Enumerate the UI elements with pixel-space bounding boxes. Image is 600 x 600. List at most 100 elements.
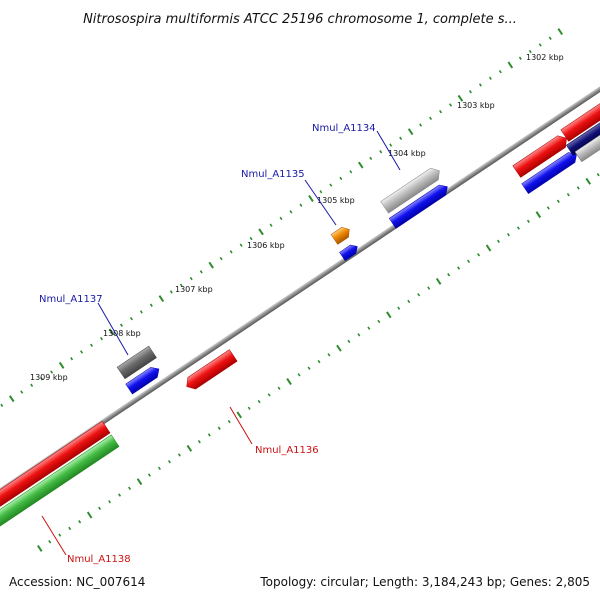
tick-mark xyxy=(429,116,433,121)
tick-mark xyxy=(30,383,34,388)
gene-label-nmul-a1137[interactable]: Nmul_A1137 xyxy=(39,294,103,305)
tick-mark xyxy=(526,219,530,224)
tick-mark xyxy=(236,411,243,419)
tick-mark xyxy=(139,310,143,314)
tick-mark xyxy=(518,56,522,60)
tick-mark xyxy=(576,186,580,190)
tick-mark xyxy=(379,150,383,154)
tick-mark xyxy=(70,356,74,361)
tick-mark xyxy=(239,243,243,247)
tick-mark xyxy=(516,226,520,230)
gene-arrow-nmul-a1138[interactable] xyxy=(0,434,120,531)
map-title: Nitrosospira multiformis ATCC 25196 chro… xyxy=(83,12,517,27)
tick-mark xyxy=(336,344,342,352)
tick-mark xyxy=(327,353,331,357)
tick-mark xyxy=(129,316,133,321)
tick-mark xyxy=(108,328,115,336)
tick-mark xyxy=(80,350,84,354)
gene-arrow[interactable] xyxy=(521,149,580,195)
gene-labels: Nmul_A1134 Nmul_A1135 Nmul_A1136 Nmul_A1… xyxy=(39,123,376,565)
tick-mark xyxy=(457,266,461,270)
tick-mark xyxy=(557,28,564,36)
gene-arrow[interactable] xyxy=(125,364,163,395)
tick-mark xyxy=(397,306,401,310)
tick-mark xyxy=(478,83,482,87)
tick-mark xyxy=(427,286,431,290)
tick-mark xyxy=(249,236,253,241)
tick-mark xyxy=(596,172,600,177)
tick-mark xyxy=(229,250,233,254)
tick-mark xyxy=(297,373,301,377)
genome-stats-text: Topology: circular; Length: 3,184,243 bp… xyxy=(259,575,590,589)
tick-mark xyxy=(217,426,221,430)
tick-mark xyxy=(449,103,453,107)
tick-mark xyxy=(506,232,510,237)
tick-mark xyxy=(0,403,4,408)
tick-mark xyxy=(307,366,311,370)
tick-mark xyxy=(219,256,223,261)
scale-label: 1303 kbp xyxy=(457,101,495,110)
tick-mark xyxy=(439,109,443,114)
gene-arrow-nmul-a1137[interactable] xyxy=(116,345,157,380)
gene-arrow[interactable] xyxy=(574,132,600,163)
gene-arrow[interactable] xyxy=(388,182,451,229)
tick-mark xyxy=(90,343,94,348)
gene-label-nmul-a1138[interactable]: Nmul_A1138 xyxy=(67,554,131,565)
tick-mark xyxy=(535,211,542,219)
tick-mark xyxy=(119,323,123,327)
tick-mark xyxy=(419,123,423,127)
gene-arrow[interactable] xyxy=(339,242,361,261)
tick-mark xyxy=(556,199,560,204)
gene-arrow-nmul-a1134[interactable] xyxy=(380,165,444,214)
tick-mark xyxy=(308,194,314,202)
tick-mark xyxy=(435,277,442,285)
tick-mark xyxy=(417,293,421,297)
tick-mark xyxy=(485,244,492,252)
tick-mark xyxy=(8,395,15,403)
scale-label: 1305 kbp xyxy=(317,196,355,205)
tick-mark xyxy=(319,190,323,194)
tick-mark xyxy=(179,283,183,287)
tick-mark xyxy=(357,161,364,169)
scale-labels: 1302 kbp 1303 kbp 1304 kbp 1305 kbp 1306… xyxy=(30,53,564,382)
tick-mark xyxy=(279,216,283,221)
tick-mark xyxy=(317,359,321,364)
gene-arrow[interactable] xyxy=(0,420,111,514)
tick-mark xyxy=(267,393,271,397)
gene-label-nmul-a1134[interactable]: Nmul_A1134 xyxy=(312,123,376,134)
tick-mark xyxy=(538,43,542,47)
gene-arrow[interactable] xyxy=(560,91,600,142)
gene-arrow-nmul-a1136[interactable] xyxy=(183,349,238,393)
label-leaders xyxy=(41,130,401,556)
tick-mark xyxy=(407,299,411,304)
gene-arrow-nmul-a1135[interactable] xyxy=(330,224,353,245)
tick-mark xyxy=(20,390,24,394)
tick-mark xyxy=(377,319,381,324)
tick-mark xyxy=(369,156,373,161)
tick-mark xyxy=(257,399,261,404)
tick-mark xyxy=(389,143,393,147)
tick-mark xyxy=(227,419,231,424)
gene-label-nmul-a1136[interactable]: Nmul_A1136 xyxy=(255,445,319,456)
gene-arrow[interactable] xyxy=(566,115,600,156)
scale-label: 1306 kbp xyxy=(247,241,285,250)
tick-mark xyxy=(136,478,143,486)
tick-mark xyxy=(86,511,93,519)
scale-label: 1308 kbp xyxy=(103,329,141,338)
tick-mark xyxy=(48,540,52,544)
gene-label-nmul-a1135[interactable]: Nmul_A1135 xyxy=(241,169,305,180)
tick-mark xyxy=(78,520,82,524)
tick-mark xyxy=(40,376,44,381)
tick-mark xyxy=(407,128,414,136)
tick-mark xyxy=(585,177,592,185)
tick-mark xyxy=(498,69,502,74)
tick-mark xyxy=(299,203,303,207)
scale-label: 1304 kbp xyxy=(388,149,426,158)
gene-arrow[interactable] xyxy=(512,132,571,178)
accession-text: Accession: NC_007614 xyxy=(9,575,145,589)
tick-mark xyxy=(197,439,201,444)
backbone xyxy=(0,76,600,504)
tick-mark xyxy=(258,228,264,236)
tick-mark xyxy=(329,183,333,187)
